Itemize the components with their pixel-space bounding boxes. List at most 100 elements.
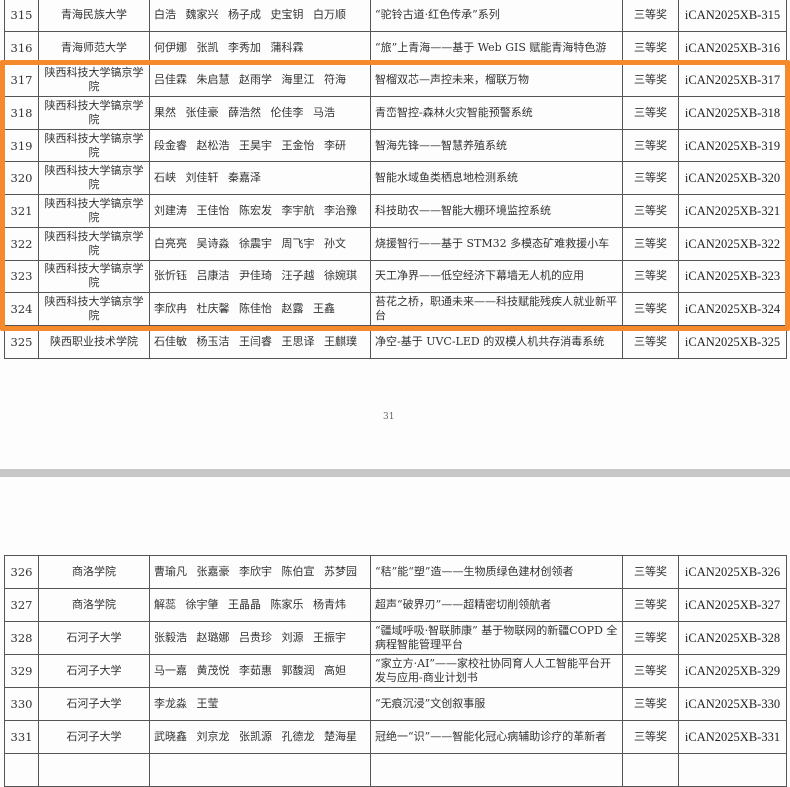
team-members: 段金睿 赵松浩 王昊宇 王金怡 李研 xyxy=(149,128,371,163)
award-code: iCAN2025XB-316 xyxy=(678,30,787,65)
award-level: 三等奖 xyxy=(622,621,679,655)
award-code: iCAN2025XB-324 xyxy=(678,292,787,326)
empty-cell xyxy=(149,753,371,787)
row-number: 327 xyxy=(4,588,39,622)
award-level: 三等奖 xyxy=(622,687,679,721)
table-row: 329 石河子大学 马一嘉 黄茂悦 李茹惠 郭馥润 高妲 “家立方·AI”——家校社协… xyxy=(4,654,787,688)
award-code: iCAN2025XB-321 xyxy=(678,194,787,228)
team-members: 吕佳霖 朱启慧 赵雨学 海里江 符海 xyxy=(149,63,371,98)
award-code: iCAN2025XB-329 xyxy=(678,654,787,688)
school-name: 石河子大学 xyxy=(38,720,150,754)
award-code: iCAN2025XB-325 xyxy=(678,324,787,359)
table-row: 320 陕西科技大学镐京学院 石峡 刘佳轩 秦嘉泽 智能水域鱼类栖息地检测系统 三等奖 i… xyxy=(4,161,787,196)
award-level: 三等奖 xyxy=(622,96,679,130)
team-members: 果然 张佳豪 薛浩然 伦佳李 马浩 xyxy=(149,96,371,130)
project-title: 天工净界——低空经济下幕墙无人机的应用 xyxy=(370,259,623,294)
project-title: “家立方·AI”——家校社协同育人人工智能平台开发与应用-商业计划书 xyxy=(370,654,623,688)
table-row: 331 石河子大学 武晓鑫 刘京龙 张凯源 孔德龙 楚海星 冠绝一“识”——智能化冠心… xyxy=(4,720,787,754)
row-number: 326 xyxy=(4,555,39,589)
empty-cell xyxy=(370,753,623,787)
award-code: iCAN2025XB-319 xyxy=(678,128,787,163)
empty-cell xyxy=(38,753,150,787)
page-number: 31 xyxy=(383,412,395,422)
award-level: 三等奖 xyxy=(622,128,679,163)
school-name: 商洛学院 xyxy=(38,588,150,622)
project-title: “旅”上青海——基于 Web GIS 赋能青海特色游 xyxy=(370,30,623,65)
award-code: iCAN2025XB-331 xyxy=(678,720,787,754)
project-title: 净空-基于 UVC-LED 的双模人机共存消毒系统 xyxy=(370,324,623,359)
row-number: 318 xyxy=(4,96,39,130)
row-number: 323 xyxy=(4,259,39,294)
team-members: 石佳敏 杨玉洁 王闫睿 王思译 王麒璞 xyxy=(149,324,371,359)
school-name: 青海民族大学 xyxy=(38,0,150,32)
team-members: 武晓鑫 刘京龙 张凯源 孔德龙 楚海星 xyxy=(149,720,371,754)
school-name: 陕西科技大学镐京学院 xyxy=(38,96,150,130)
award-level: 三等奖 xyxy=(622,161,679,196)
project-title: 智能水域鱼类栖息地检测系统 xyxy=(370,161,623,196)
project-title: 超声“破界刃”——超精密切削领航者 xyxy=(370,588,623,622)
table-row: 319 陕西科技大学镐京学院 段金睿 赵松浩 王昊宇 王金怡 李研 智海先锋——智慧养… xyxy=(4,128,787,163)
page-separator xyxy=(0,469,790,477)
project-title: 科技助农——智能大棚环境监控系统 xyxy=(370,194,623,228)
team-members: 白亮亮 吴诗淼 徐震宇 周飞宇 孙文 xyxy=(149,226,371,261)
empty-cell xyxy=(4,753,39,787)
row-number: 319 xyxy=(4,128,39,163)
award-table-page-1: 315 青海民族大学 白浩 魏家兴 杨子成 史宝钥 白万顺 “驼铃古道·红色传承”系列… xyxy=(4,0,787,359)
school-name: 陕西职业技术学院 xyxy=(38,324,150,359)
table-row: 323 陕西科技大学镐京学院 张忻钰 吕康洁 尹佳琦 汪子越 徐婉琪 天工净界——低空… xyxy=(4,259,787,294)
table-row: 322 陕西科技大学镐京学院 白亮亮 吴诗淼 徐震宇 周飞宇 孙文 烧援智行——基于 … xyxy=(4,226,787,261)
team-members: 曹瑜凡 张嘉豪 李欣宇 陈伯宣 苏梦园 xyxy=(149,555,371,589)
school-name: 陕西科技大学镐京学院 xyxy=(38,63,150,98)
team-members: 刘建涛 王佳怡 陈宏发 李宇航 李治豫 xyxy=(149,194,371,228)
school-name: 陕西科技大学镐京学院 xyxy=(38,226,150,261)
team-members: 张忻钰 吕康洁 尹佳琦 汪子越 徐婉琪 xyxy=(149,259,371,294)
team-members: 张毅浩 赵璐娜 吕贵珍 刘源 王振宇 xyxy=(149,621,371,655)
table-row: 316 青海师范大学 何伊娜 张凯 李秀加 蒲科霖 “旅”上青海——基于 Web GI… xyxy=(4,30,787,65)
table-row: 317 陕西科技大学镐京学院 吕佳霖 朱启慧 赵雨学 海里江 符海 智榴双芯—声控未来… xyxy=(4,63,787,98)
table-row-partial xyxy=(4,753,787,787)
award-table-page-2: 326 商洛学院 曹瑜凡 张嘉豪 李欣宇 陈伯宣 苏梦园 “秸”能“塑”造——生物质绿… xyxy=(4,555,787,787)
project-title: “秸”能“塑”造——生物质绿色建材创领者 xyxy=(370,555,623,589)
row-number: 316 xyxy=(4,30,39,65)
team-members: 马一嘉 黄茂悦 李茹惠 郭馥润 高妲 xyxy=(149,654,371,688)
award-code: iCAN2025XB-317 xyxy=(678,63,787,98)
school-name: 商洛学院 xyxy=(38,555,150,589)
table-row: 325 陕西职业技术学院 石佳敏 杨玉洁 王闫睿 王思译 王麒璞 净空-基于 UVC-… xyxy=(4,324,787,359)
row-number: 317 xyxy=(4,63,39,98)
row-number: 329 xyxy=(4,654,39,688)
row-number: 320 xyxy=(4,161,39,196)
project-title: 苔花之桥，职通未来——科技赋能残疾人就业新平台 xyxy=(370,292,623,326)
award-level: 三等奖 xyxy=(622,555,679,589)
award-level: 三等奖 xyxy=(622,0,679,32)
award-level: 三等奖 xyxy=(622,588,679,622)
award-code: iCAN2025XB-318 xyxy=(678,96,787,130)
project-title: “驼铃古道·红色传承”系列 xyxy=(370,0,623,32)
award-level: 三等奖 xyxy=(622,194,679,228)
award-level: 三等奖 xyxy=(622,30,679,65)
team-members: 白浩 魏家兴 杨子成 史宝钥 白万顺 xyxy=(149,0,371,32)
project-title: 青峦智控-森林火灾智能预警系统 xyxy=(370,96,623,130)
team-members: 何伊娜 张凯 李秀加 蒲科霖 xyxy=(149,30,371,65)
school-name: 陕西科技大学镐京学院 xyxy=(38,128,150,163)
row-number: 325 xyxy=(4,324,39,359)
project-title: 冠绝一“识”——智能化冠心病辅助诊疗的革新者 xyxy=(370,720,623,754)
school-name: 青海师范大学 xyxy=(38,30,150,65)
table-row: 328 石河子大学 张毅浩 赵璐娜 吕贵珍 刘源 王振宇 “疆域呼吸·智联肺康” 基于… xyxy=(4,621,787,655)
school-name: 陕西科技大学镐京学院 xyxy=(38,161,150,196)
award-code: iCAN2025XB-327 xyxy=(678,588,787,622)
row-number: 315 xyxy=(4,0,39,32)
award-level: 三等奖 xyxy=(622,259,679,294)
team-members: 石峡 刘佳轩 秦嘉泽 xyxy=(149,161,371,196)
row-number: 331 xyxy=(4,720,39,754)
project-title: 烧援智行——基于 STM32 多模态矿难救援小车 xyxy=(370,226,623,261)
award-level: 三等奖 xyxy=(622,654,679,688)
award-level: 三等奖 xyxy=(622,324,679,359)
row-number: 322 xyxy=(4,226,39,261)
team-members: 李欣冉 杜庆馨 陈佳怡 赵露 王鑫 xyxy=(149,292,371,326)
school-name: 陕西科技大学镐京学院 xyxy=(38,259,150,294)
school-name: 陕西科技大学镐京学院 xyxy=(38,292,150,326)
table-row: 330 石河子大学 李龙淼 王莹 “无痕沉浸”文创叙事服 三等奖 iCAN2025XB-3… xyxy=(4,687,787,721)
award-level: 三等奖 xyxy=(622,720,679,754)
school-name: 石河子大学 xyxy=(38,621,150,655)
table-row: 321 陕西科技大学镐京学院 刘建涛 王佳怡 陈宏发 李宇航 李治豫 科技助农——智能… xyxy=(4,194,787,228)
